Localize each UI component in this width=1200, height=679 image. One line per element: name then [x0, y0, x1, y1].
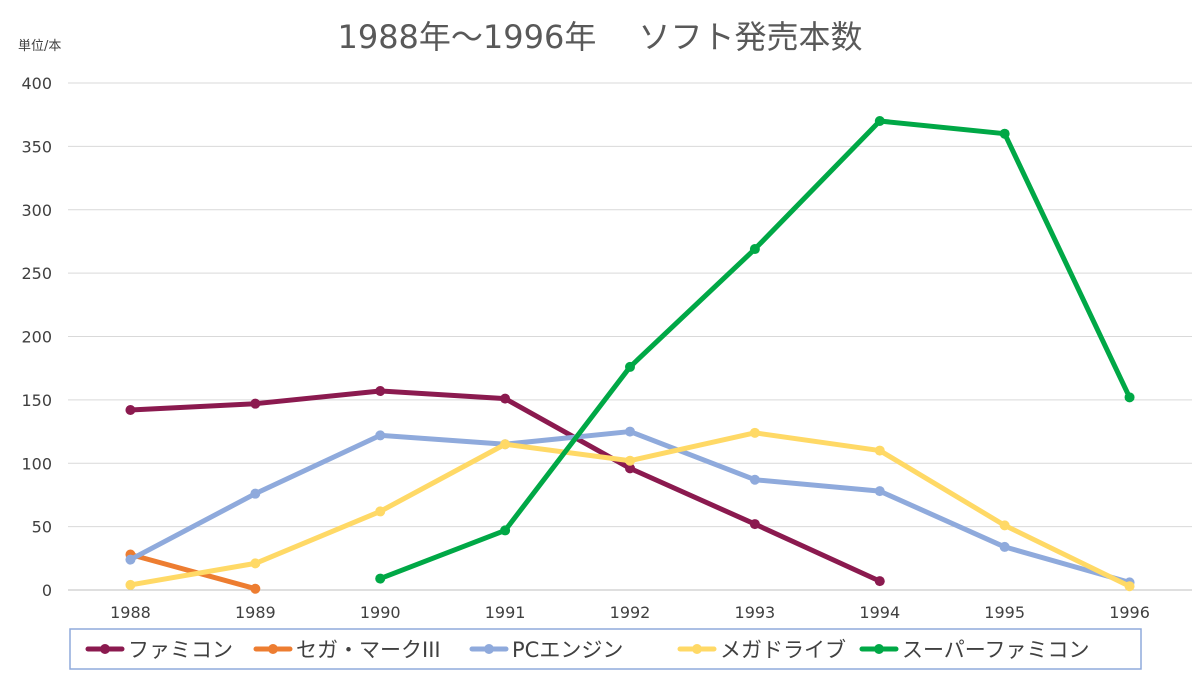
y-tick-label: 300 [21, 201, 52, 220]
legend-item: メガドライブ [677, 638, 846, 662]
data-point [999, 541, 1010, 552]
y-tick-label: 100 [21, 454, 52, 473]
y-tick-label: 250 [21, 264, 52, 283]
data-point [749, 427, 760, 438]
x-tick-label: 1994 [859, 603, 900, 622]
data-point [125, 554, 136, 565]
data-point [250, 558, 261, 569]
x-axis-ticks: 1988 1989 1990 1991 1992 1993 1994 1995 1996 [110, 603, 1150, 622]
y-tick-label: 400 [21, 74, 52, 93]
data-point [250, 488, 261, 499]
y-axis-ticks: 0 50 100 150 200 250 300 350 400 [21, 74, 52, 600]
series [125, 386, 885, 587]
legend-marker [692, 644, 702, 654]
data-point [874, 116, 885, 127]
data-point [250, 398, 261, 409]
data-point [625, 455, 635, 466]
legend-label: ファミコン [128, 638, 233, 662]
x-tick-label: 1988 [110, 603, 151, 622]
data-point [1124, 581, 1135, 592]
legend-marker [874, 644, 884, 654]
legend-item: ファミコン [85, 638, 233, 662]
data-point [874, 486, 885, 497]
series-line [377, 118, 1133, 582]
data-point [999, 520, 1010, 531]
legend-label: セガ・マークIII [296, 638, 441, 662]
legend: ファミコン セガ・マークIII PCエンジン メガドライブ スーパーファミコン [69, 628, 1142, 670]
legend-marker [100, 644, 110, 654]
data-point [500, 439, 511, 450]
x-tick-label: 1992 [610, 603, 651, 622]
y-tick-label: 50 [32, 518, 52, 537]
series [125, 427, 1135, 592]
y-tick-label: 0 [42, 581, 52, 600]
data-point [625, 361, 635, 372]
data-point [749, 519, 760, 530]
data-point [250, 583, 261, 594]
legend-item: PCエンジン [469, 638, 623, 662]
y-tick-label: 150 [21, 391, 52, 410]
data-point [375, 430, 386, 441]
data-point [749, 244, 760, 255]
data-point [999, 128, 1010, 139]
data-point [500, 393, 511, 404]
chart-title: 1988年～1996年 ソフト発売本数 [337, 18, 862, 56]
series-lines [125, 116, 1135, 594]
legend-label: スーパーファミコン [902, 638, 1090, 662]
x-tick-label: 1991 [485, 603, 526, 622]
data-point [874, 576, 885, 587]
data-point [375, 573, 386, 584]
legend-item: スーパーファミコン [859, 638, 1090, 662]
data-point [500, 525, 511, 536]
data-point [125, 579, 136, 590]
y-tick-label: 200 [21, 328, 52, 347]
x-tick-label: 1993 [735, 603, 776, 622]
legend-marker [268, 644, 278, 654]
y-tick-label: 350 [21, 137, 52, 156]
x-tick-label: 1996 [1109, 603, 1150, 622]
series [375, 116, 1135, 584]
legend-label: メガドライブ [720, 638, 846, 662]
data-point [375, 386, 386, 397]
legend-marker [484, 644, 494, 654]
gridlines [68, 82, 1192, 591]
series-line [127, 429, 1133, 585]
x-tick-label: 1989 [235, 603, 276, 622]
data-point [625, 426, 635, 437]
data-point [1124, 392, 1135, 403]
data-point [375, 506, 386, 517]
legend-label: PCエンジン [512, 638, 623, 662]
data-point [874, 445, 885, 456]
series [125, 426, 1135, 588]
legend-box [69, 628, 1142, 670]
data-point [625, 463, 635, 474]
series-line [127, 388, 883, 584]
data-point [125, 405, 136, 416]
legend-item: セガ・マークIII [253, 638, 441, 662]
unit-label: 単位/本 [18, 38, 61, 54]
x-tick-label: 1995 [984, 603, 1025, 622]
data-point [749, 474, 760, 485]
x-tick-label: 1990 [360, 603, 401, 622]
